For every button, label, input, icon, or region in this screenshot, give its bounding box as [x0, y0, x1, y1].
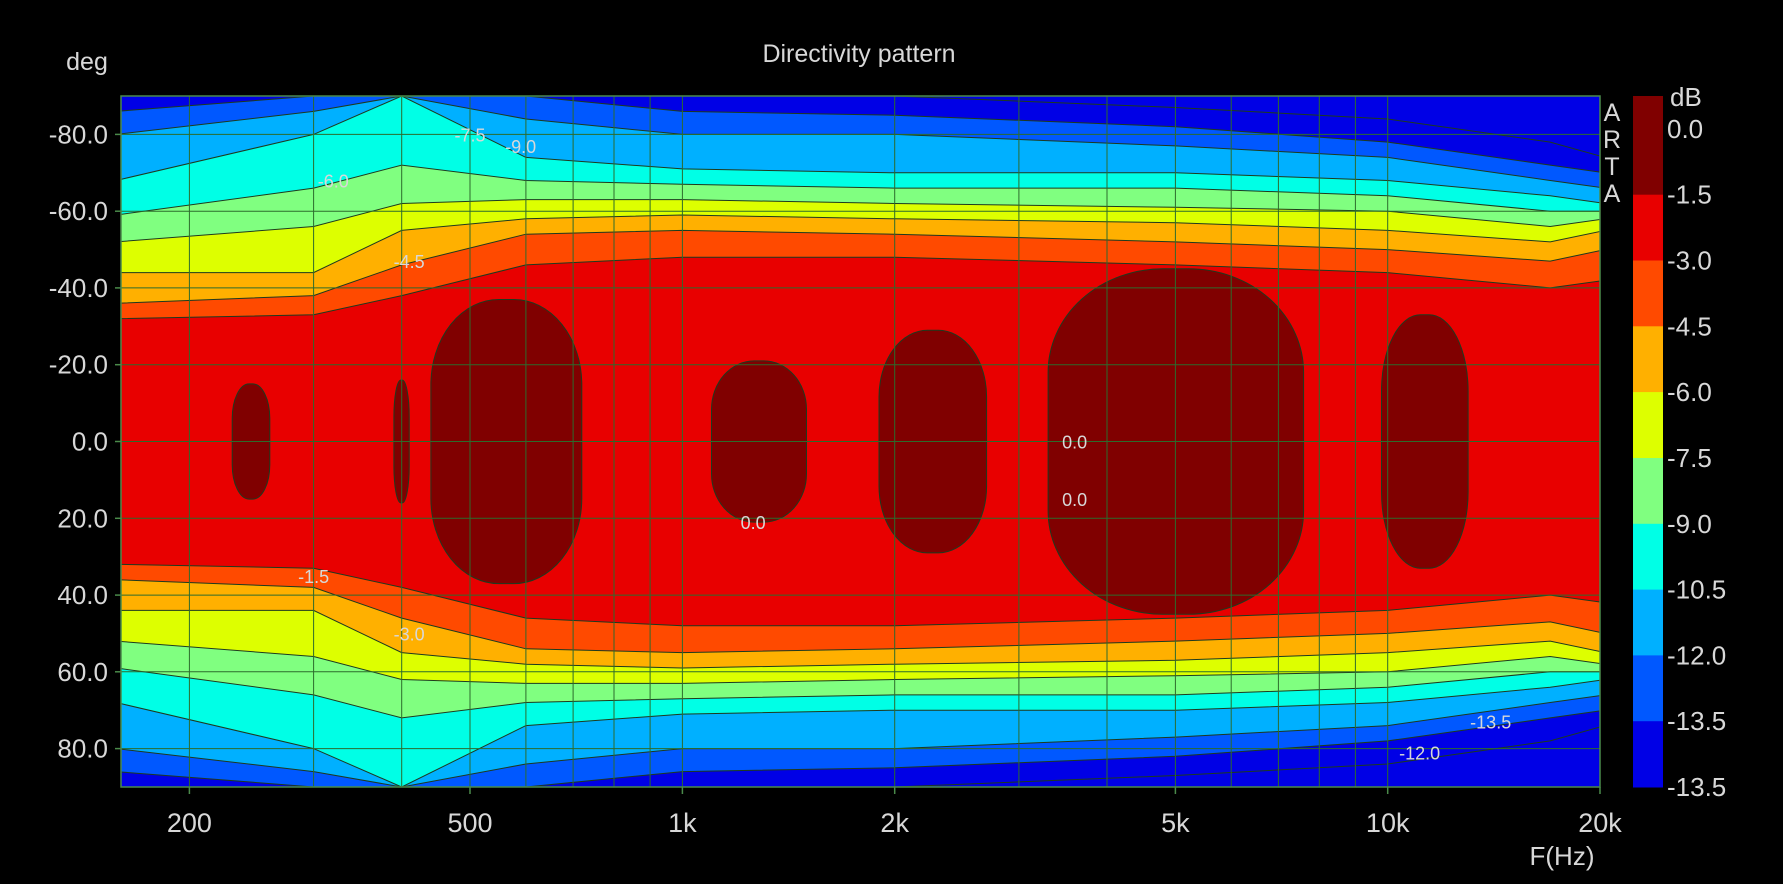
colorbar-swatch	[1633, 523, 1663, 591]
colorbar-label: 0.0	[1667, 114, 1703, 144]
colorbar-swatch	[1633, 721, 1663, 788]
plot-grid	[121, 96, 1600, 787]
y-axis-ticks: -80.0 -60.0 -40.0 -20.0 0.0 20.0 40.0 60.0 80.0	[49, 119, 121, 764]
x-tick-label: 1k	[668, 808, 697, 838]
x-tick-label: 5k	[1161, 808, 1190, 838]
colorbar-label: -13.5	[1667, 772, 1726, 802]
colorbar-label: -10.5	[1667, 575, 1726, 605]
contour-label: -6.0	[318, 172, 349, 192]
colorbar-label: -7.5	[1667, 443, 1712, 473]
y-axis-label: deg	[66, 48, 108, 76]
x-tick-label: 500	[447, 808, 492, 838]
contour-label: -12.0	[1399, 743, 1440, 763]
x-tick-label: 2k	[880, 808, 909, 838]
contour-label: -4.5	[394, 252, 425, 272]
colorbar-swatch	[1633, 194, 1663, 261]
chart-title: Directivity pattern	[762, 40, 955, 68]
x-tick-label: 20k	[1578, 808, 1622, 838]
colorbar-swatch	[1633, 655, 1663, 722]
colorbar-unit: dB	[1670, 82, 1702, 112]
y-tick-label: -20.0	[49, 350, 108, 380]
colorbar-swatch	[1633, 260, 1663, 327]
colorbar-swatch	[1633, 589, 1663, 656]
colorbar-label: -9.0	[1667, 509, 1712, 539]
contour-label: -1.5	[298, 567, 329, 587]
x-axis-ticks: 200 500 1k 2k 5k 10k 20k	[167, 787, 1622, 838]
colorbar-swatch	[1633, 96, 1663, 196]
y-tick-label: -80.0	[49, 119, 108, 149]
watermark-letter: A	[1604, 180, 1621, 208]
x-tick-label: 10k	[1366, 808, 1410, 838]
colorbar-swatch	[1633, 326, 1663, 393]
contour-label: -9.0	[505, 137, 536, 157]
colorbar-label: -3.0	[1667, 246, 1712, 276]
colorbar-swatch	[1633, 392, 1663, 459]
contour-label: 0.0	[1062, 490, 1087, 510]
contour-label: 0.0	[1062, 433, 1087, 453]
colorbar-label: -6.0	[1667, 377, 1712, 407]
colorbar-label: -1.5	[1667, 180, 1712, 210]
colorbar-swatch	[1633, 458, 1663, 525]
heatmap-plot-area	[121, 96, 1600, 787]
x-axis-label: F(Hz)	[1530, 841, 1595, 871]
contour-labels: -7.5 -9.0 -6.0 -4.5 0.0 0.0 0.0 -1.5 -3.0 -13.5 -1…	[298, 125, 1511, 763]
y-tick-label: -40.0	[49, 273, 108, 303]
colorbar-label: -13.5	[1667, 706, 1726, 736]
contour-label: 0.0	[741, 513, 766, 533]
watermark-letter: A	[1604, 99, 1621, 127]
contour-label: -7.5	[454, 125, 485, 145]
y-tick-label: 0.0	[72, 427, 108, 457]
watermark-letter: T	[1604, 153, 1619, 181]
watermark-letter: R	[1603, 126, 1621, 154]
colorbar-label: -12.0	[1667, 640, 1726, 670]
y-tick-label: -60.0	[49, 196, 108, 226]
y-tick-label: 80.0	[57, 734, 108, 764]
contour-label: -13.5	[1470, 713, 1511, 733]
y-tick-label: 40.0	[57, 580, 108, 610]
y-tick-label: 60.0	[57, 657, 108, 687]
colorbar: 0.0 -1.5 -3.0 -4.5 -6.0 -7.5 -9.0 -10.5 -12.0 -13…	[1633, 96, 1726, 802]
y-tick-label: 20.0	[57, 503, 108, 533]
contour-label: -3.0	[394, 624, 425, 644]
x-tick-label: 200	[167, 808, 212, 838]
colorbar-label: -4.5	[1667, 311, 1712, 341]
